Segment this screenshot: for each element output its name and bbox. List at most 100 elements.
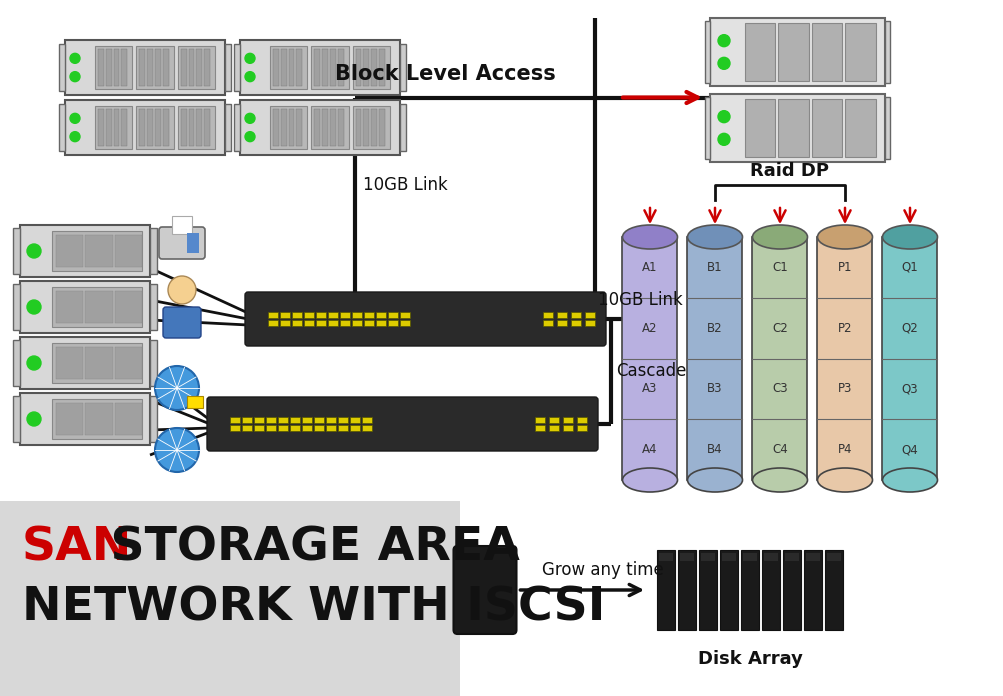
Circle shape [245, 72, 255, 81]
Bar [557, 320, 567, 326]
Bar [98, 109, 103, 146]
Bar [13, 284, 20, 330]
Bar [270, 106, 307, 149]
Bar [0, 501, 459, 696]
Bar [254, 417, 264, 423]
Bar [557, 312, 567, 318]
Bar [326, 417, 336, 423]
Bar [149, 228, 156, 274]
Bar [658, 553, 672, 561]
Bar [884, 97, 889, 159]
Bar [154, 109, 160, 146]
Bar [811, 99, 842, 157]
Circle shape [154, 428, 199, 472]
Circle shape [717, 111, 729, 122]
Bar [777, 23, 808, 81]
Bar [585, 312, 595, 318]
Bar [278, 417, 288, 423]
Bar [114, 291, 141, 323]
Bar [803, 550, 821, 630]
Text: B3: B3 [706, 382, 722, 395]
FancyBboxPatch shape [453, 546, 516, 634]
Bar [270, 46, 307, 89]
Bar [20, 225, 149, 277]
Bar [113, 49, 119, 86]
Bar [13, 228, 20, 274]
Bar [154, 49, 160, 86]
Bar [85, 347, 112, 379]
Bar [56, 403, 83, 435]
Bar [296, 109, 302, 146]
Text: A1: A1 [642, 261, 657, 274]
Bar [379, 49, 384, 86]
Bar [677, 550, 695, 630]
Ellipse shape [687, 225, 742, 249]
Ellipse shape [622, 225, 677, 249]
Text: Disk Array: Disk Array [697, 650, 801, 668]
Circle shape [70, 72, 80, 81]
Bar [281, 109, 287, 146]
Bar [338, 425, 348, 431]
Bar [52, 231, 141, 271]
Bar [350, 425, 360, 431]
Text: Q3: Q3 [901, 382, 918, 395]
Bar [197, 109, 202, 146]
Circle shape [717, 134, 729, 145]
Bar [85, 291, 112, 323]
FancyBboxPatch shape [207, 397, 598, 451]
Bar [362, 417, 372, 423]
Bar [268, 320, 278, 326]
Bar [204, 109, 210, 146]
Bar [189, 109, 195, 146]
Bar [811, 23, 842, 81]
Bar [740, 550, 758, 630]
Bar [105, 109, 111, 146]
Bar [85, 235, 112, 267]
Text: C3: C3 [771, 382, 787, 395]
Circle shape [27, 244, 41, 258]
Bar [230, 417, 240, 423]
Bar [316, 320, 326, 326]
Bar [399, 44, 405, 91]
Bar [577, 425, 587, 431]
Bar [543, 320, 553, 326]
Bar [882, 237, 937, 480]
Bar [845, 99, 876, 157]
Bar [172, 216, 192, 234]
Bar [56, 291, 83, 323]
Circle shape [27, 300, 41, 314]
Bar [816, 237, 872, 480]
Bar [114, 347, 141, 379]
Text: Cascade: Cascade [616, 363, 686, 381]
Bar [289, 109, 294, 146]
Bar [777, 99, 808, 157]
Bar [744, 23, 774, 81]
Text: C4: C4 [771, 443, 787, 456]
Bar [114, 235, 141, 267]
Bar [139, 49, 145, 86]
Bar [704, 97, 709, 159]
Text: 10GB Link: 10GB Link [598, 291, 682, 309]
Bar [311, 106, 348, 149]
Circle shape [717, 57, 729, 70]
Bar [316, 312, 326, 318]
Text: NETWORK WITH ISCSI: NETWORK WITH ISCSI [22, 585, 605, 631]
Text: P3: P3 [837, 382, 852, 395]
Bar [322, 109, 328, 146]
Bar [98, 49, 103, 86]
Bar [549, 425, 559, 431]
FancyBboxPatch shape [162, 307, 201, 338]
Text: C1: C1 [771, 261, 787, 274]
Bar [352, 46, 389, 89]
Bar [330, 109, 335, 146]
Bar [296, 49, 302, 86]
Bar [311, 46, 348, 89]
Bar [187, 396, 203, 408]
Bar [225, 44, 231, 91]
Bar [355, 49, 361, 86]
Bar [85, 403, 112, 435]
Text: P4: P4 [837, 443, 852, 456]
Bar [95, 46, 132, 89]
Bar [328, 320, 338, 326]
Bar [376, 320, 385, 326]
